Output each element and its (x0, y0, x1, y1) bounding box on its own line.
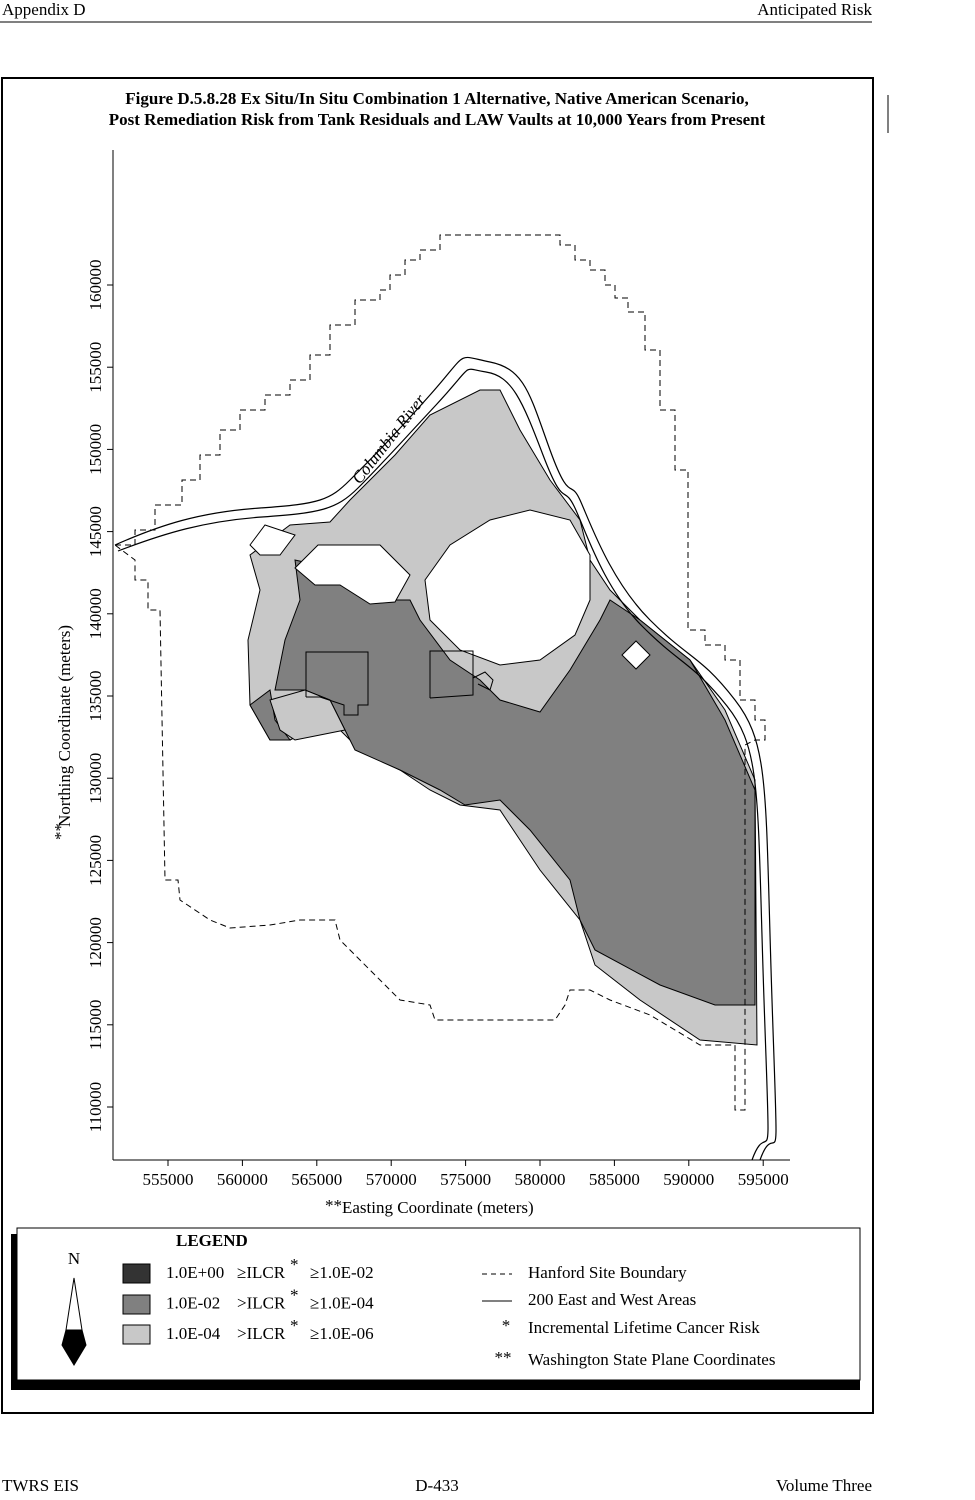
range-relation: ≥ILCR (237, 1263, 286, 1282)
figure-title: Post Remediation Risk from Tank Residual… (109, 110, 766, 129)
legend-label: Hanford Site Boundary (528, 1263, 687, 1282)
page-number: D-433 (415, 1476, 458, 1495)
legend-ranges: 1.0E+00 ≥ILCR * ≥1.0E-021.0E-02 >ILCR * ≥1.0E-… (166, 1255, 374, 1343)
y-tick-label: 140000 (86, 588, 105, 639)
low-risk-area (621, 640, 651, 670)
range-upper: 1.0E-04 (166, 1324, 221, 1343)
area-outline (429, 650, 474, 699)
range-lower: ≥1.0E-06 (310, 1324, 374, 1343)
range-lower: ≥1.0E-04 (310, 1293, 374, 1312)
x-tick-label: 590000 (663, 1170, 714, 1189)
y-tick-label: 115000 (86, 1000, 105, 1050)
y-tick-label: 125000 (86, 835, 105, 886)
x-tick-label: 555000 (143, 1170, 194, 1189)
y-tick-label: 110000 (86, 1082, 105, 1132)
legend-title: LEGEND (176, 1231, 248, 1250)
north-label: N (68, 1249, 80, 1268)
x-tick-label: 575000 (440, 1170, 491, 1189)
low-risk-area (249, 524, 296, 556)
range-upper: 1.0E-02 (166, 1293, 220, 1312)
river (117, 368, 769, 1161)
x-tick-label: 585000 (589, 1170, 640, 1189)
risk-zone-light (269, 689, 346, 741)
y-tick-label: 120000 (86, 917, 105, 968)
map: Columbia River 555000 560000 565000 570000 5… (51, 150, 790, 1217)
legend-label: Washington State Plane Coordinates (528, 1350, 775, 1369)
figure-title: Figure D.5.8.28 Ex Situ/In Situ Combinat… (125, 89, 749, 108)
range-lower: ≥1.0E-02 (310, 1263, 374, 1282)
legend-swatch (122, 1263, 151, 1284)
legend: LEGEND N 1.0E+00 ≥ILCR * ≥1.0E-021.0E-02 >IL… (11, 1227, 861, 1390)
legend-label: Incremental Lifetime Cancer Risk (528, 1318, 760, 1337)
x-tick-label: 570000 (366, 1170, 417, 1189)
site-boundary (114, 234, 766, 1111)
legend-swatch (122, 1324, 151, 1345)
x-tick-label: 560000 (217, 1170, 268, 1189)
legend-mark: ** (495, 1348, 512, 1367)
legend-box (16, 1227, 861, 1381)
footer-right: Volume Three (776, 1476, 872, 1495)
legend-label: 200 East and West Areas (528, 1290, 696, 1309)
legend-swatch (122, 1294, 151, 1315)
legend-mark: * (502, 1316, 511, 1335)
y-tick-label: 145000 (86, 506, 105, 557)
figure-frame (1, 77, 874, 1414)
x-axis-label: Easting Coordinate (meters) (342, 1198, 534, 1217)
area-outline (305, 651, 369, 716)
axis-mark: ** (325, 1196, 342, 1215)
y-tick-label: 150000 (86, 424, 105, 475)
y-axis-label: Northing Coordinate (meters) (55, 625, 74, 827)
range-note: * (290, 1255, 299, 1274)
x-tick-label: 595000 (738, 1170, 789, 1189)
header-left: Appendix D (2, 0, 86, 19)
x-tick-label: 580000 (515, 1170, 566, 1189)
axis-mark: ** (51, 823, 70, 840)
range-upper: 1.0E+00 (166, 1263, 224, 1282)
x-tick-label: 565000 (291, 1170, 342, 1189)
river (114, 356, 777, 1161)
y-tick-label: 155000 (86, 342, 105, 393)
range-relation: >ILCR (237, 1324, 286, 1343)
area-outline (472, 671, 494, 691)
y-tick-label: 130000 (86, 753, 105, 804)
range-relation: >ILCR (237, 1293, 286, 1312)
y-tick-label: 160000 (86, 260, 105, 311)
range-note: * (290, 1285, 299, 1304)
footer-left: TWRS EIS (2, 1476, 79, 1495)
range-note: * (290, 1316, 299, 1335)
low-risk-area (424, 509, 591, 666)
low-risk-area (294, 544, 411, 605)
y-tick-label: 135000 (86, 671, 105, 722)
north-arrow (61, 1329, 87, 1366)
header-right: Anticipated Risk (757, 0, 872, 19)
ticks: 555000 560000 565000 570000 575000 580000 5850… (86, 260, 789, 1189)
